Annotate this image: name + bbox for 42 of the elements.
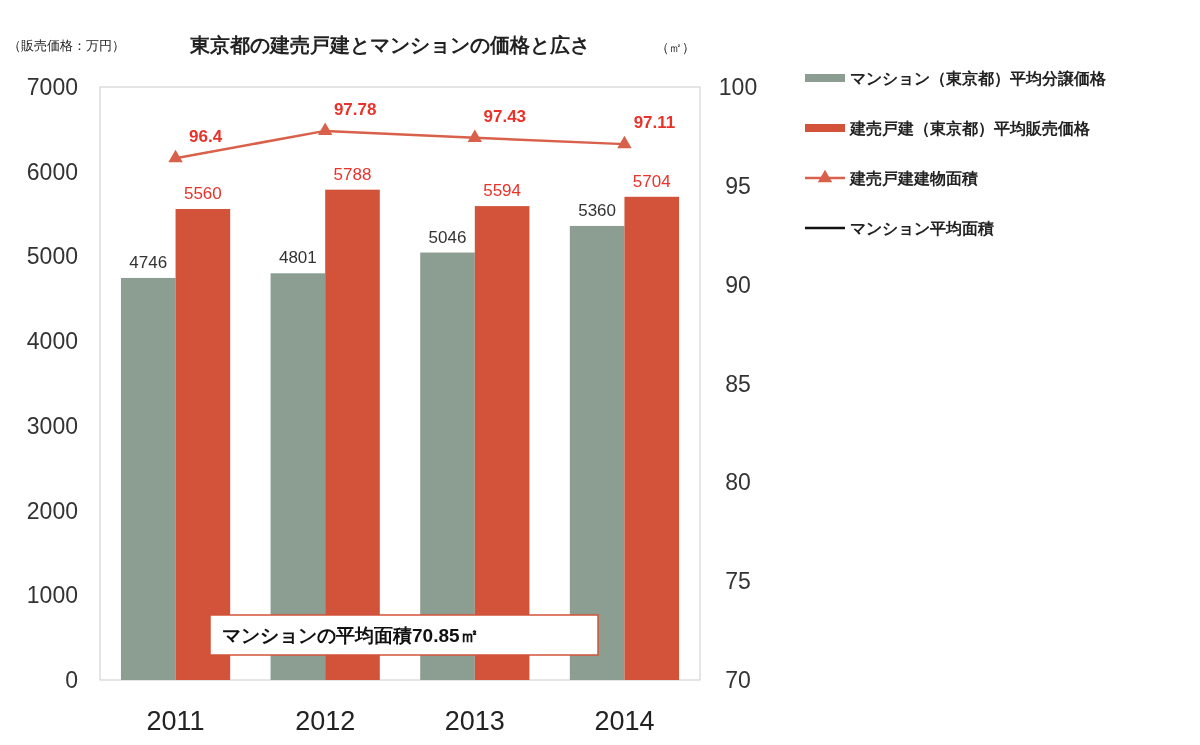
y-tick-label: 1000 <box>26 582 78 609</box>
y2-tick-label: 90 <box>725 271 751 298</box>
y-tick-label: 4000 <box>26 328 78 355</box>
data-label: 4801 <box>278 248 317 268</box>
x-tick-label: 2011 <box>146 706 205 736</box>
y2-tick-label: 95 <box>725 172 751 199</box>
bar <box>120 277 176 680</box>
y2-axis-title: （㎡） <box>656 40 695 55</box>
data-label: 5046 <box>428 227 467 247</box>
data-label: 97.43 <box>483 106 527 126</box>
legend-label: マンション（東京都）平均分譲価格 <box>850 70 1107 88</box>
y-tick-label: 0 <box>65 667 78 693</box>
data-label: 97.11 <box>633 113 676 133</box>
annotation: マンションの平均面積70.85㎡ <box>222 625 479 646</box>
bar <box>569 225 625 680</box>
y2-tick-label: 75 <box>725 568 751 595</box>
data-label: 5560 <box>183 183 222 203</box>
data-label: 5788 <box>333 164 372 184</box>
y-tick-label: 5000 <box>26 243 78 270</box>
legend-label: 建売戸建（東京都）平均販売価格 <box>848 120 1091 138</box>
bar <box>624 196 680 680</box>
data-label: 4746 <box>129 252 168 272</box>
data-label: 5360 <box>578 200 617 220</box>
data-label: 97.78 <box>333 99 377 119</box>
x-tick-label: 2014 <box>594 706 655 736</box>
y2-tick-label: 80 <box>725 469 751 496</box>
data-label: 96.4 <box>189 127 223 147</box>
y-tick-label: 3000 <box>26 412 78 439</box>
legend-label: 建売戸建建物面積 <box>848 170 978 187</box>
x-tick-label: 2013 <box>444 706 505 736</box>
data-label: 5594 <box>483 181 522 201</box>
chart-title: 東京都の建売戸建とマンションの価格と広さ <box>189 34 590 56</box>
data-label: 5704 <box>632 171 671 191</box>
y-tick-label: 7000 <box>26 74 78 100</box>
y2-tick-label: 85 <box>725 370 751 397</box>
y2-tick-label: 70 <box>725 667 751 693</box>
y2-tick-label: 100 <box>718 74 758 100</box>
y-tick-label: 6000 <box>26 158 78 185</box>
y-axis-title: （販売価格：万円） <box>8 38 125 53</box>
y-tick-label: 2000 <box>26 497 78 524</box>
x-tick-label: 2012 <box>295 706 356 736</box>
legend-label: マンション平均面積 <box>850 220 994 237</box>
